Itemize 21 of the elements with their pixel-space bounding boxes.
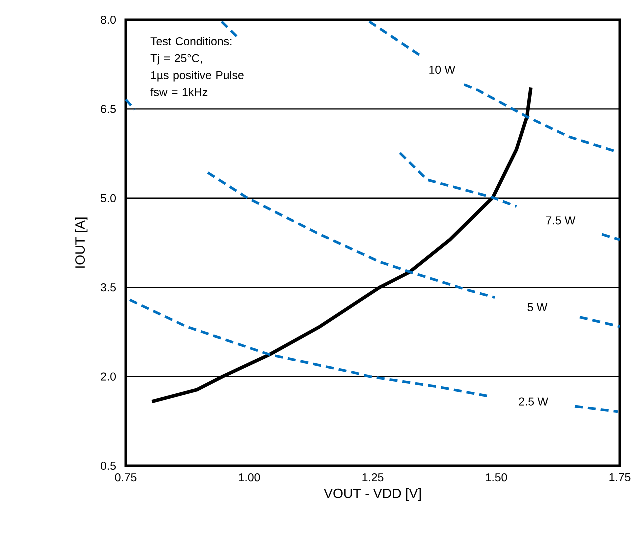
x-tick-label: 1.50	[486, 474, 508, 482]
y-tick-label: 5.0	[101, 194, 116, 202]
x-axis-title: VOUT - VDD [V]	[324, 488, 421, 502]
x-tick-label: 1.75	[610, 474, 631, 482]
x-tick-label: 0.75	[115, 474, 137, 482]
text: 5 W	[528, 304, 548, 312]
annotation: fsw = 1kHz	[150, 88, 208, 96]
x-tick-label: 1.00	[239, 474, 260, 482]
y-tick-label: 2.0	[101, 372, 116, 381]
y-tick-label: 0.5	[101, 462, 116, 470]
y-tick-label: 8.0	[101, 16, 116, 24]
text: 2.5 W	[519, 398, 548, 406]
y-tick-label: 3.5	[100, 284, 116, 292]
series-label: 10 W	[430, 66, 456, 74]
annotation: 1µs positive Pulse	[151, 71, 244, 82]
y-tick-label: 6.5	[101, 105, 116, 114]
y-axis-title: IOUT [A]	[75, 218, 88, 268]
text: 7.5 W	[546, 216, 576, 225]
annotation: Test Conditions:	[150, 37, 232, 46]
x-tick-label: 1.25	[362, 474, 384, 482]
annotation: Tj = 25°C,	[150, 54, 202, 65]
